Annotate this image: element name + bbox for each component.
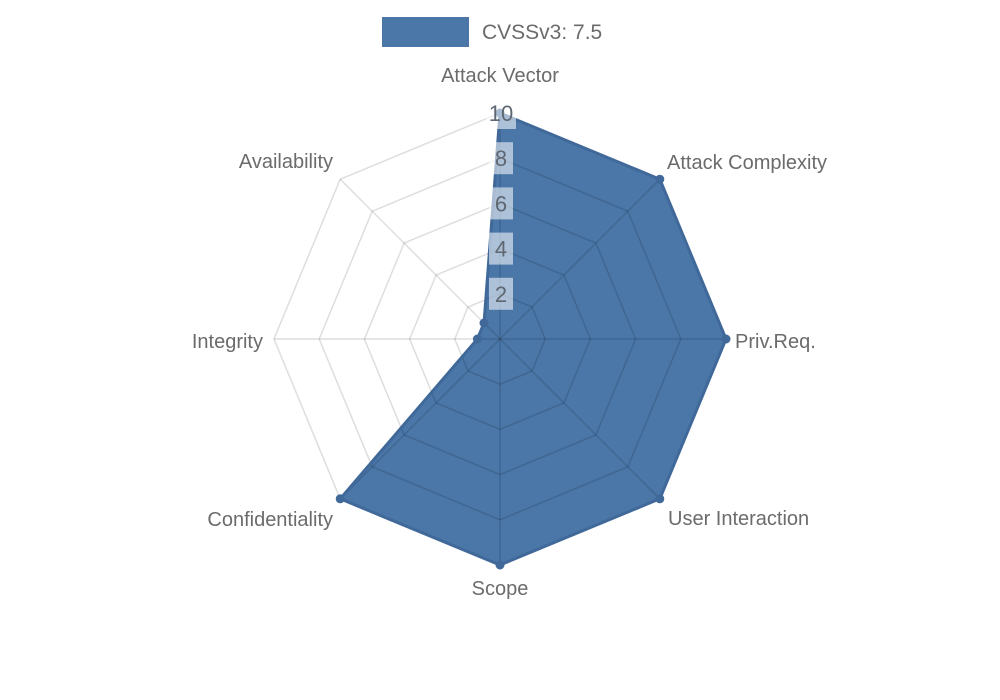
grid-ring [408,247,592,431]
grid-spoke [499,178,661,340]
grid-ring [453,292,547,386]
vertex-dot [472,334,482,344]
tick-box [489,187,513,220]
vertex-dot [335,494,345,504]
legend-item[interactable]: CVSSv3: 7.5 [382,10,602,54]
axis-label-layer: Attack Vector Attack Complexity Priv.Req… [192,65,827,600]
vertex-dot [495,560,505,570]
tick-label-8: 8 [495,146,507,171]
vertex-dot [721,334,731,344]
vertex-dot [479,318,489,328]
axis-label-integrity: Integrity [192,331,263,353]
tick-label-4: 4 [495,237,507,262]
axis-label-scope: Scope [472,578,529,600]
radar-border-layer [335,108,731,570]
axis-label-confidentiality: Confidentiality [207,509,333,531]
vertex-dot [655,174,665,184]
legend-swatch [382,17,469,47]
tick-label-6: 6 [495,191,507,216]
axis-label-priv-req: Priv.Req. [735,331,816,353]
tick-box [489,232,513,265]
radar-fill-layer [340,113,726,565]
legend-label: CVSSv3: 7.5 [482,20,603,44]
tick-box [486,97,516,129]
tick-label-layer: 2 4 6 8 10 [489,101,513,307]
tick-box-layer [486,97,516,310]
grid-ring [363,202,637,476]
axis-label-attack-complexity: Attack Complexity [667,152,827,174]
axis-label-user-interaction: User Interaction [668,508,809,530]
axis-label-availability: Availability [239,151,333,173]
grid-spoke [499,338,661,500]
grid-spoke [339,178,501,340]
tick-label-10: 10 [489,101,513,126]
radar-fill [340,113,726,565]
grid-ring [318,157,682,521]
vertex-dot [655,494,665,504]
tick-box [489,142,513,175]
tick-box [489,277,513,310]
grid-spoke [339,338,501,500]
axis-label-attack-vector: Attack Vector [441,65,559,87]
tick-label-2: 2 [495,282,507,307]
